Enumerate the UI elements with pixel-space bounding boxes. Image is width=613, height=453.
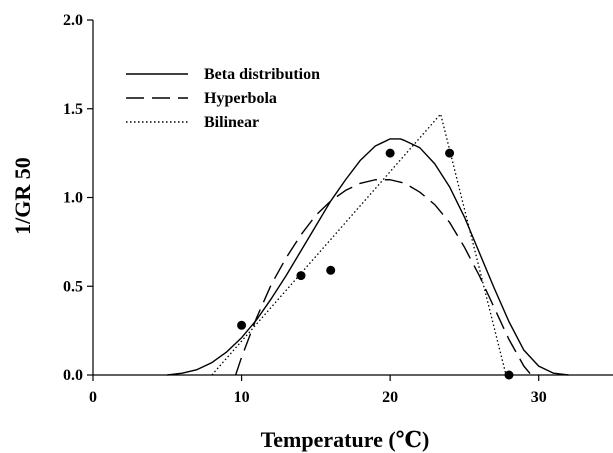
data-point <box>326 265 336 275</box>
series-line-hyperbola <box>234 179 532 376</box>
data-point <box>445 148 455 158</box>
y-tick-label: 0.0 <box>63 367 83 384</box>
y-tick-label: 0.5 <box>63 278 83 295</box>
data-point <box>385 148 395 158</box>
y-axis-title: 1/GR 50 <box>10 157 35 235</box>
legend-label: Bilinear <box>204 114 259 131</box>
axes: 0.0 0.5 1.0 1.5 2.0 0 10 20 30 <box>63 12 613 406</box>
axis-titles: Temperature (℃) 1/GR 50 <box>10 157 429 452</box>
x-tick-label: 0 <box>89 389 97 406</box>
x-tick-label: 10 <box>234 389 250 406</box>
legend: Beta distribution Hyperbola Bilinear <box>126 66 320 131</box>
data-point <box>296 271 306 281</box>
series-line-bilinear <box>211 113 507 376</box>
legend-label: Hyperbola <box>204 90 277 107</box>
x-axis-title: Temperature (℃) <box>261 427 430 452</box>
y-tick-label: 1.0 <box>63 190 83 207</box>
x-tick-label: 20 <box>382 389 398 406</box>
series-line-beta-distribution <box>167 138 569 376</box>
plot-area <box>167 113 569 380</box>
y-tick-label: 2.0 <box>63 12 83 29</box>
legend-label: Beta distribution <box>204 66 320 83</box>
x-tick-label: 30 <box>531 389 547 406</box>
data-point <box>237 320 247 330</box>
y-tick-label: 1.5 <box>63 101 83 118</box>
